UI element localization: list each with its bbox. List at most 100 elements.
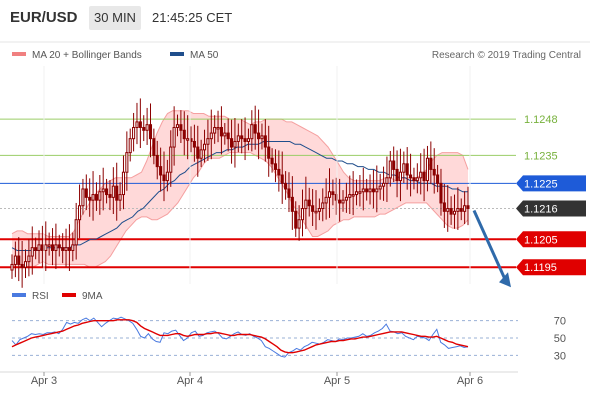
forecast-arrow-shaft <box>472 209 507 280</box>
legend-9ma-swatch <box>62 293 76 298</box>
candle-body <box>368 188 372 193</box>
candle-body <box>267 146 271 159</box>
x-tick-label: Apr 3 <box>31 375 57 387</box>
legend-9ma: 9MA <box>62 291 103 302</box>
candle-body <box>219 126 223 137</box>
candle-body <box>240 135 244 140</box>
candle-body <box>382 182 386 187</box>
level-tag-1.1225 <box>516 175 586 192</box>
candle-body <box>23 261 28 268</box>
candle-body <box>223 132 227 137</box>
candle-body <box>44 244 48 251</box>
candle-body <box>395 168 399 182</box>
candle-body <box>351 194 355 197</box>
rsi-tick-30: 30 <box>554 350 566 362</box>
candle-body <box>13 255 17 265</box>
candle-body <box>169 146 173 173</box>
candle-body <box>88 196 92 201</box>
candle-body <box>94 194 98 201</box>
candle-body <box>327 191 332 198</box>
candle-body <box>371 188 375 193</box>
x-tick-label: Apr 4 <box>177 375 203 387</box>
candle-body <box>294 210 298 229</box>
level-tag-1.1216 <box>516 200 586 217</box>
rsi-panel: 70 50 30 <box>11 316 566 362</box>
candle-body <box>37 244 41 251</box>
forecast-arrow-head <box>499 272 511 288</box>
candle-body <box>148 124 153 140</box>
candle-body <box>142 126 146 131</box>
candle-body <box>341 199 345 204</box>
candle-body <box>358 191 362 194</box>
legend-bollinger-label: MA 20 + Bollinger Bands <box>32 50 142 61</box>
candle-body <box>236 135 240 142</box>
candle-body <box>446 208 450 212</box>
chart-header: EUR/USD 30 MIN 21:45:25 CET <box>0 0 590 36</box>
candle-body <box>311 205 315 212</box>
candle-body <box>284 182 288 190</box>
candle-body <box>54 244 58 251</box>
candle-body <box>277 168 281 176</box>
candle-body <box>71 244 75 251</box>
level-tag-1.1205 <box>516 231 586 248</box>
candle-body <box>317 208 321 212</box>
candle-body <box>409 174 413 179</box>
candle-body <box>182 129 186 140</box>
candle-body <box>17 255 21 265</box>
candle-body <box>105 188 109 196</box>
level-tag-text-1.1205: 1.1205 <box>524 234 558 246</box>
candle-body <box>425 157 430 182</box>
candle-body <box>216 126 220 130</box>
candle-body <box>57 244 61 249</box>
candle-body <box>47 244 51 247</box>
x-tick-label: Apr 6 <box>457 375 483 387</box>
candle-body <box>260 135 264 140</box>
candle-body <box>290 196 294 212</box>
candle-body <box>64 247 68 251</box>
legend-ma50-swatch <box>170 52 184 57</box>
candle-body <box>50 244 55 251</box>
timeframe-button[interactable]: 30 MIN <box>89 6 141 30</box>
candle-body <box>213 126 217 134</box>
candle-body <box>419 171 423 179</box>
level-label-1.1235: 1.1235 <box>524 150 558 162</box>
candle-body <box>415 177 419 182</box>
candle-body <box>388 160 392 179</box>
candle-body <box>436 174 440 184</box>
candle-body <box>138 121 142 128</box>
candle-body <box>466 205 470 210</box>
candle-body <box>344 196 348 201</box>
candle-body <box>135 121 139 128</box>
candle-body <box>206 138 210 145</box>
candle-body <box>304 199 308 210</box>
candle-body <box>152 138 156 156</box>
candle-body <box>196 146 200 159</box>
candle-body <box>432 168 436 176</box>
candle-body <box>233 140 237 148</box>
candle-body <box>375 188 379 193</box>
candle-body <box>10 263 14 271</box>
candle-body <box>463 205 467 212</box>
candle-body <box>405 163 409 176</box>
credit-text: Research © 2019 Trading Central <box>431 50 581 61</box>
candle-body <box>145 124 149 131</box>
candle-body <box>263 135 267 148</box>
rsi-ma-line <box>11 319 469 354</box>
candle-body <box>392 160 396 170</box>
candle-body <box>199 149 203 159</box>
rsi-line <box>11 316 469 358</box>
candle-body <box>226 132 230 140</box>
candle-body <box>456 208 460 212</box>
candle-body <box>270 157 274 165</box>
candle-body <box>280 174 284 184</box>
candle-body <box>378 185 382 190</box>
candle-body <box>385 177 389 184</box>
candle-body <box>192 140 196 148</box>
candle-body <box>20 263 24 268</box>
legend-bollinger-swatch <box>12 52 26 57</box>
candle-body <box>459 208 463 212</box>
candle-body <box>354 191 359 196</box>
candle-body <box>257 132 261 140</box>
candle-body <box>402 163 406 173</box>
